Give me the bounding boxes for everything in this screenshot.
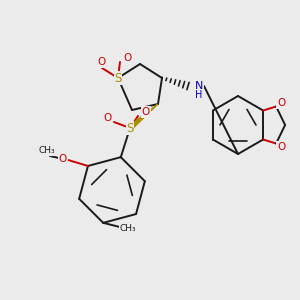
Text: O: O: [104, 113, 112, 123]
Text: O: O: [97, 57, 105, 67]
Text: S: S: [126, 122, 134, 134]
Text: O: O: [142, 107, 150, 117]
Text: CH₃: CH₃: [39, 146, 55, 155]
Text: H: H: [195, 90, 203, 100]
Polygon shape: [128, 104, 158, 130]
Text: O: O: [124, 53, 132, 63]
Text: O: O: [277, 142, 285, 152]
Text: CH₃: CH₃: [120, 224, 136, 233]
Text: O: O: [59, 154, 67, 164]
Text: S: S: [114, 71, 122, 85]
Text: N: N: [195, 81, 203, 91]
Text: O: O: [277, 98, 285, 109]
